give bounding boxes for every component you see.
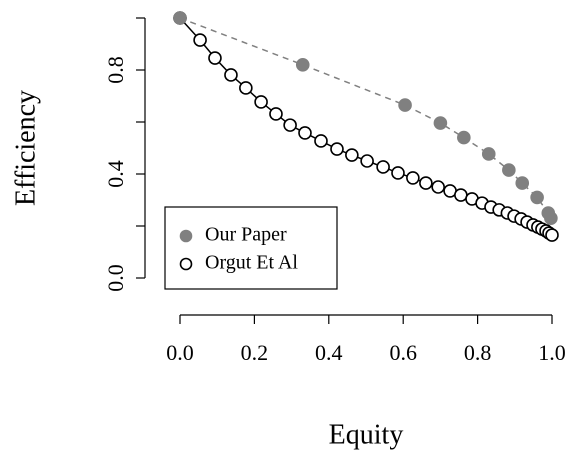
data-point [515,176,530,190]
legend-box [164,206,338,290]
y-axis-title: Efficiency [10,90,41,206]
data-point [224,68,238,82]
data-point [398,98,412,112]
data-point [544,211,558,225]
series-line [179,17,553,236]
data-point [419,176,433,190]
data-point [545,228,559,242]
legend-marker [179,229,193,243]
legend-label: Orgut Et Al [205,252,298,274]
data-point [406,171,420,185]
data-point [530,190,544,205]
x-tick-label: 0.0 [166,340,194,365]
x-tick-label: 0.2 [241,340,269,365]
data-point [376,160,390,174]
data-point [269,107,283,121]
y-tick-label: 0.4 [103,160,128,188]
data-point [457,130,471,145]
data-point [173,11,187,25]
data-point [330,142,344,156]
data-point [431,180,445,194]
data-point [454,188,468,202]
data-point [298,126,312,140]
series-line [179,17,552,219]
data-point [193,33,207,47]
data-point [283,118,297,132]
data-point [360,154,374,168]
data-point [433,116,448,130]
legend-label: Our Paper [205,224,287,246]
data-point [502,163,516,177]
y-tick-label: 0.0 [103,264,128,292]
data-point [345,148,359,162]
data-point [208,51,222,65]
x-tick-label: 0.6 [389,340,417,365]
data-point [391,166,405,180]
x-tick-label: 1.0 [538,340,566,365]
data-point [295,58,310,72]
data-point [481,147,496,161]
x-tick-label: 0.4 [315,340,343,365]
data-point [239,81,253,95]
y-tick-label: 0.8 [103,56,128,84]
x-tick-label: 0.8 [464,340,492,365]
x-axis-title: Equity [329,419,404,450]
data-point [314,134,328,148]
legend-marker [179,257,193,271]
data-point [254,95,268,109]
